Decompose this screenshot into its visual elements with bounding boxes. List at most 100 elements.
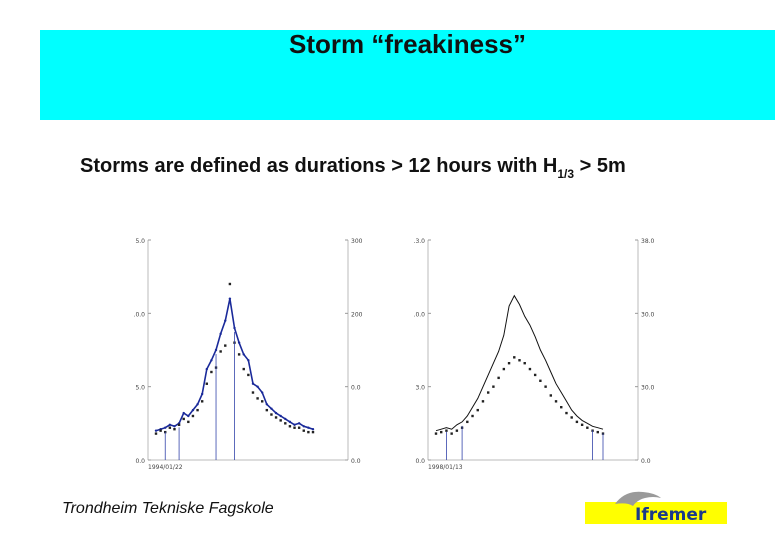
- data-point: [154, 432, 158, 435]
- series-marker: [200, 392, 204, 396]
- data-point: [205, 382, 208, 385]
- data-point: [297, 426, 301, 429]
- subtitle-main: Storms are defined as durations > 12 hou…: [80, 155, 543, 177]
- data-point: [523, 362, 526, 365]
- data-point: [445, 429, 448, 432]
- series-marker: [274, 411, 278, 415]
- data-point: [486, 391, 490, 394]
- series-marker: [279, 414, 282, 418]
- series-marker: [233, 326, 236, 330]
- data-point: [247, 373, 250, 377]
- series-marker: [307, 426, 310, 429]
- series-line: [435, 294, 604, 432]
- data-point: [307, 430, 310, 434]
- data-point: [191, 414, 195, 418]
- series-marker: [196, 403, 199, 406]
- data-point: [533, 373, 537, 377]
- data-point: [168, 426, 172, 429]
- series-marker: [168, 423, 172, 426]
- data-point: [544, 385, 547, 388]
- series-marker: [261, 391, 264, 394]
- data-point: [455, 429, 459, 432]
- left-tick-label: .0.0: [134, 311, 146, 318]
- series-marker: [270, 407, 273, 410]
- data-point: [279, 419, 282, 422]
- data-point: [549, 394, 553, 397]
- right-tick-label: 300: [351, 238, 363, 245]
- data-point: [288, 425, 292, 428]
- data-point: [471, 414, 474, 418]
- data-point: [237, 353, 241, 356]
- right-tick-label: 0.0: [351, 458, 361, 465]
- series-marker: [297, 422, 301, 425]
- data-point: [274, 416, 278, 419]
- data-point: [586, 426, 589, 429]
- subtitle-tail: > 5m: [574, 155, 626, 177]
- right-tick-label: 0.0: [641, 458, 651, 465]
- right-tick-label: 30.0: [641, 311, 655, 318]
- x-axis-label: 1998/01/13: [428, 464, 463, 471]
- series-marker: [219, 332, 222, 336]
- subtitle-subscript: 1/3: [557, 167, 575, 181]
- data-point: [182, 417, 185, 421]
- data-point: [196, 408, 199, 412]
- series-marker: [154, 429, 158, 432]
- data-point: [518, 359, 521, 362]
- slide-title: Storm “freakiness”: [289, 29, 526, 59]
- series-marker: [302, 425, 305, 428]
- series-marker: [247, 359, 250, 362]
- data-point: [554, 400, 558, 403]
- left-tick-label: 0.0: [135, 458, 145, 465]
- series-marker: [187, 414, 190, 418]
- data-point: [481, 400, 485, 403]
- data-point: [228, 282, 232, 286]
- logo-text: Ifremer: [635, 505, 707, 524]
- series-marker: [205, 367, 208, 371]
- right-tick-label: 200: [351, 311, 363, 318]
- data-point: [219, 350, 222, 353]
- series-marker: [288, 420, 292, 424]
- left-tick-label: 5.0: [135, 385, 145, 392]
- data-point: [450, 432, 453, 435]
- series-marker: [191, 408, 195, 412]
- data-point: [476, 408, 479, 412]
- series-marker: [284, 417, 287, 421]
- data-point: [513, 356, 516, 359]
- data-point: [159, 429, 162, 432]
- left-tick-label: 5.0: [135, 238, 145, 245]
- data-point: [492, 385, 495, 388]
- data-point: [200, 400, 204, 403]
- title-band: Storm “freakiness”: [40, 30, 775, 120]
- data-point: [177, 423, 181, 426]
- data-point: [242, 367, 245, 371]
- series-marker: [293, 423, 296, 426]
- subtitle-symbol: H: [542, 155, 558, 177]
- data-point: [270, 413, 273, 416]
- series-marker: [311, 428, 315, 431]
- footer-text: Trondheim Tekniske Fagskole: [62, 500, 274, 517]
- series-marker: [164, 426, 167, 429]
- data-point: [575, 420, 579, 424]
- data-point: [507, 362, 511, 365]
- data-point: [261, 400, 264, 403]
- series-marker: [237, 341, 241, 344]
- dolphin-icon: [615, 491, 661, 506]
- data-point: [434, 432, 438, 435]
- right-tick-label: 0.0: [351, 385, 361, 392]
- series-marker: [256, 385, 259, 388]
- series-marker: [214, 348, 218, 352]
- data-point: [293, 426, 296, 429]
- left-tick-label: 0.0: [415, 458, 425, 465]
- data-point: [565, 411, 568, 415]
- data-point: [497, 376, 500, 380]
- series-marker: [251, 382, 255, 385]
- ifremer-logo: Ifremer: [585, 491, 727, 524]
- series-marker: [228, 297, 232, 300]
- data-point: [284, 422, 287, 425]
- data-point: [224, 344, 227, 347]
- data-point: [440, 430, 443, 434]
- slide-subtitle: Storms are defined as durations > 12 hou…: [80, 155, 626, 181]
- data-point: [502, 367, 506, 371]
- series-marker: [182, 411, 185, 415]
